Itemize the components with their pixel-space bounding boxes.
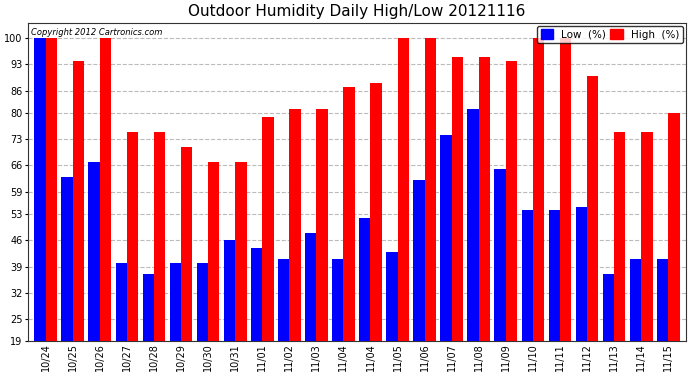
Bar	[549, 210, 560, 375]
Bar	[440, 135, 452, 375]
Bar	[575, 207, 587, 375]
Bar	[533, 38, 544, 375]
Bar	[262, 117, 274, 375]
Bar	[61, 177, 72, 375]
Bar	[359, 218, 371, 375]
Bar	[143, 274, 154, 375]
Bar	[305, 233, 316, 375]
Bar	[630, 259, 641, 375]
Text: Copyright 2012 Cartronics.com: Copyright 2012 Cartronics.com	[31, 28, 163, 37]
Bar	[614, 132, 625, 375]
Bar	[479, 57, 490, 375]
Bar	[251, 248, 262, 375]
Bar	[100, 38, 111, 375]
Bar	[641, 132, 653, 375]
Bar	[289, 109, 301, 375]
Bar	[88, 162, 100, 375]
Bar	[452, 57, 463, 375]
Bar	[197, 263, 208, 375]
Bar	[506, 60, 518, 375]
Bar	[344, 87, 355, 375]
Bar	[224, 240, 235, 375]
Bar	[657, 259, 668, 375]
Bar	[495, 169, 506, 375]
Bar	[72, 60, 84, 375]
Bar	[115, 263, 127, 375]
Bar	[587, 75, 598, 375]
Bar	[46, 38, 57, 375]
Bar	[560, 38, 571, 375]
Bar	[332, 259, 344, 375]
Bar	[181, 147, 193, 375]
Bar	[208, 162, 219, 375]
Bar	[170, 263, 181, 375]
Bar	[278, 259, 289, 375]
Legend: Low  (%), High  (%): Low (%), High (%)	[538, 26, 682, 43]
Bar	[34, 38, 46, 375]
Bar	[424, 38, 436, 375]
Bar	[235, 162, 246, 375]
Title: Outdoor Humidity Daily High/Low 20121116: Outdoor Humidity Daily High/Low 20121116	[188, 4, 526, 19]
Bar	[386, 252, 397, 375]
Bar	[397, 38, 409, 375]
Bar	[154, 132, 166, 375]
Bar	[413, 180, 424, 375]
Bar	[668, 113, 680, 375]
Bar	[316, 109, 328, 375]
Bar	[371, 83, 382, 375]
Bar	[603, 274, 614, 375]
Bar	[467, 109, 479, 375]
Bar	[522, 210, 533, 375]
Bar	[127, 132, 138, 375]
